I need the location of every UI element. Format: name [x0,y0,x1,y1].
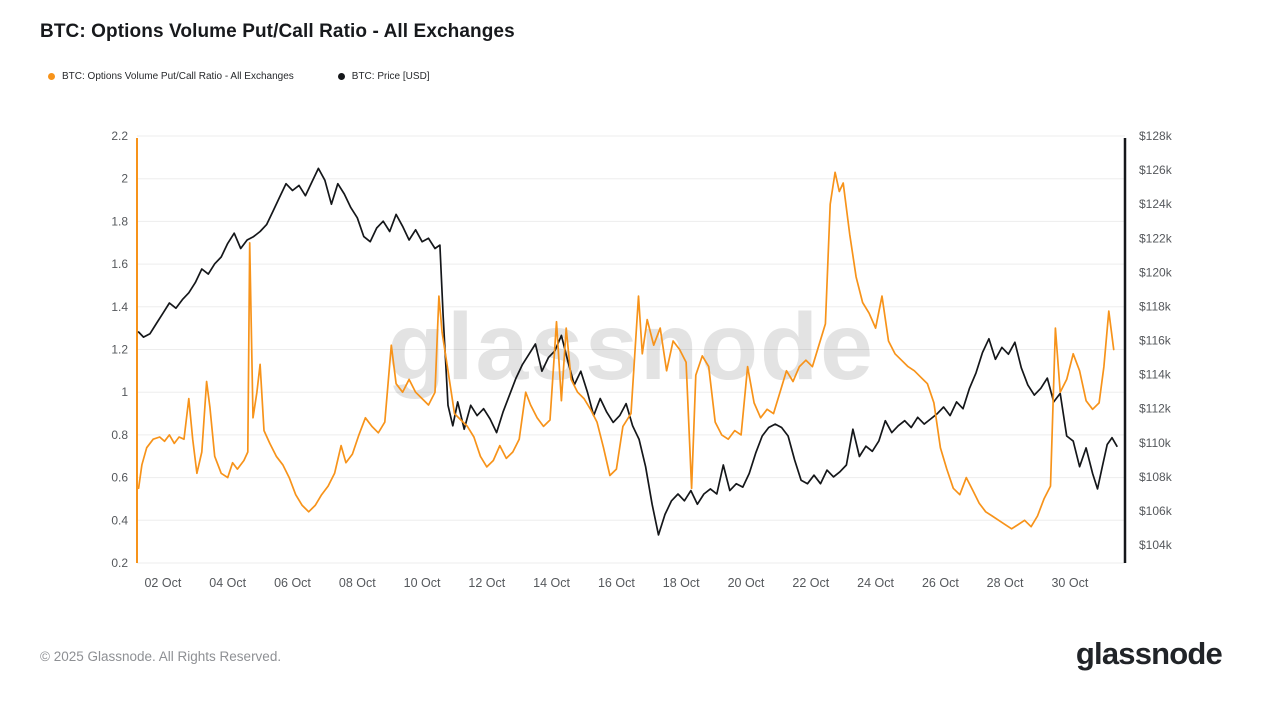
x-axis-tick-label: 18 Oct [663,576,700,590]
x-axis-tick-label: 12 Oct [468,576,505,590]
copyright-text: © 2025 Glassnode. All Rights Reserved. [40,649,282,664]
x-axis-tick-label: 08 Oct [339,576,376,590]
x-axis-tick-label: 30 Oct [1051,576,1088,590]
left-axis-tick-label: 1.2 [111,343,128,357]
left-axis-tick-label: 1.6 [111,257,128,271]
right-axis-tick-label: $110k [1139,436,1172,450]
left-axis-tick-label: 1.8 [111,214,128,228]
x-axis-tick-label: 16 Oct [598,576,635,590]
x-axis-tick-label: 14 Oct [533,576,570,590]
right-axis-tick-label: $116k [1139,334,1172,348]
right-axis-tick-label: $108k [1139,470,1173,484]
left-axis-tick-label: 0.6 [111,471,128,485]
right-axis-tick-label: $114k [1139,368,1172,382]
right-axis-tick-label: $124k [1139,197,1173,211]
legend-label-price: BTC: Price [USD] [351,71,430,82]
right-axis-tick-label: $112k [1139,402,1172,416]
left-axis-tick-label: 2 [121,172,128,186]
btc-price-line[interactable] [137,167,1118,536]
right-axis-tick-label: $120k [1139,265,1173,279]
x-axis-tick-label: 22 Oct [792,576,829,590]
right-axis-tick-label: $104k [1139,538,1173,552]
right-axis-tick-label: $118k [1139,300,1172,314]
legend-item-btc-price[interactable]: BTC: Price [USD] [337,71,430,82]
x-axis-tick-label: 28 Oct [987,576,1024,590]
page-title: BTC: Options Volume Put/Call Ratio - All… [40,21,515,42]
left-axis-tick-label: 1.4 [111,300,128,314]
legend-item-putcall-ratio[interactable]: BTC: Options Volume Put/Call Ratio - All… [48,71,294,82]
x-axis-tick-label: 06 Oct [274,576,311,590]
legend-label-ratio: BTC: Options Volume Put/Call Ratio - All… [62,71,294,82]
left-axis-tick-label: 0.4 [111,513,128,527]
x-axis-tick-label: 10 Oct [404,576,441,590]
watermark-text: glassnode [387,294,875,400]
left-axis-tick-label: 1 [121,385,128,399]
left-axis-tick-label: 0.8 [111,428,128,442]
glassnode-logo: glassnode [1075,636,1223,671]
right-axis-tick-label: $122k [1139,231,1173,245]
left-axis-tick-label: 0.2 [111,556,128,570]
right-axis-tick-label: $128k [1139,129,1173,143]
legend-dot-price [337,73,345,80]
x-axis-tick-label: 02 Oct [144,576,181,590]
x-axis-tick-label: 26 Oct [922,576,959,590]
legend: BTC: Options Volume Put/Call Ratio - All… [48,71,430,82]
legend-dot-ratio [48,73,55,80]
x-axis-tick-label: 04 Oct [209,576,246,590]
put-call-ratio-line[interactable] [137,171,1115,530]
left-axis-tick-label: 2.2 [111,129,128,143]
x-axis-tick-label: 20 Oct [728,576,765,590]
right-axis-tick-label: $106k [1139,504,1173,518]
x-axis-tick-label: 24 Oct [857,576,894,590]
right-axis-tick-label: $126k [1139,163,1173,177]
